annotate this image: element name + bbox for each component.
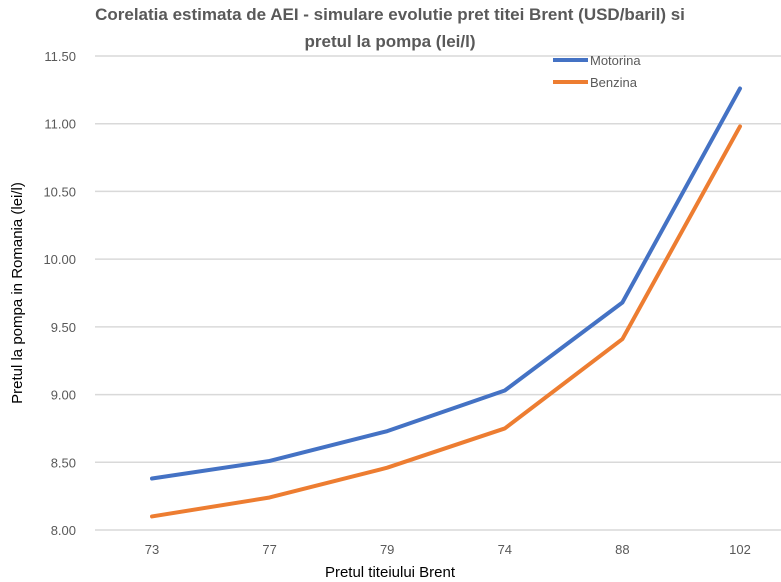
x-tick-label: 79 [380,542,394,557]
y-tick-label: 11.00 [44,117,76,132]
y-tick-label: 8.00 [51,523,76,538]
series-line-benzina [150,124,742,519]
x-tick-label: 102 [729,542,751,557]
y-tick-label: 9.00 [51,388,76,403]
x-tick-label: 74 [498,542,512,557]
series-line-motorina [150,86,742,481]
x-tick-label: 77 [262,542,276,557]
chart-title-line-1: Corelatia estimata de AEI - simulare evo… [95,5,685,24]
legend-label-benzina: Benzina [590,75,638,90]
y-axis-label: Pretul la pompa in Romania (lei/l) [9,182,26,404]
y-tick-label: 10.50 [43,184,76,199]
x-tick-label: 73 [145,542,159,557]
y-tick-label: 10.00 [43,252,76,267]
y-tick-label: 8.50 [51,455,76,470]
x-tick-label: 88 [615,542,629,557]
chart-title-line-2: pretul la pompa (lei/l) [305,32,476,51]
y-tick-label: 11.50 [44,49,76,64]
legend-label-motorina: Motorina [590,53,641,68]
x-axis-label: Pretul titeiului Brent [325,564,456,581]
y-tick-label: 9.50 [51,320,76,335]
